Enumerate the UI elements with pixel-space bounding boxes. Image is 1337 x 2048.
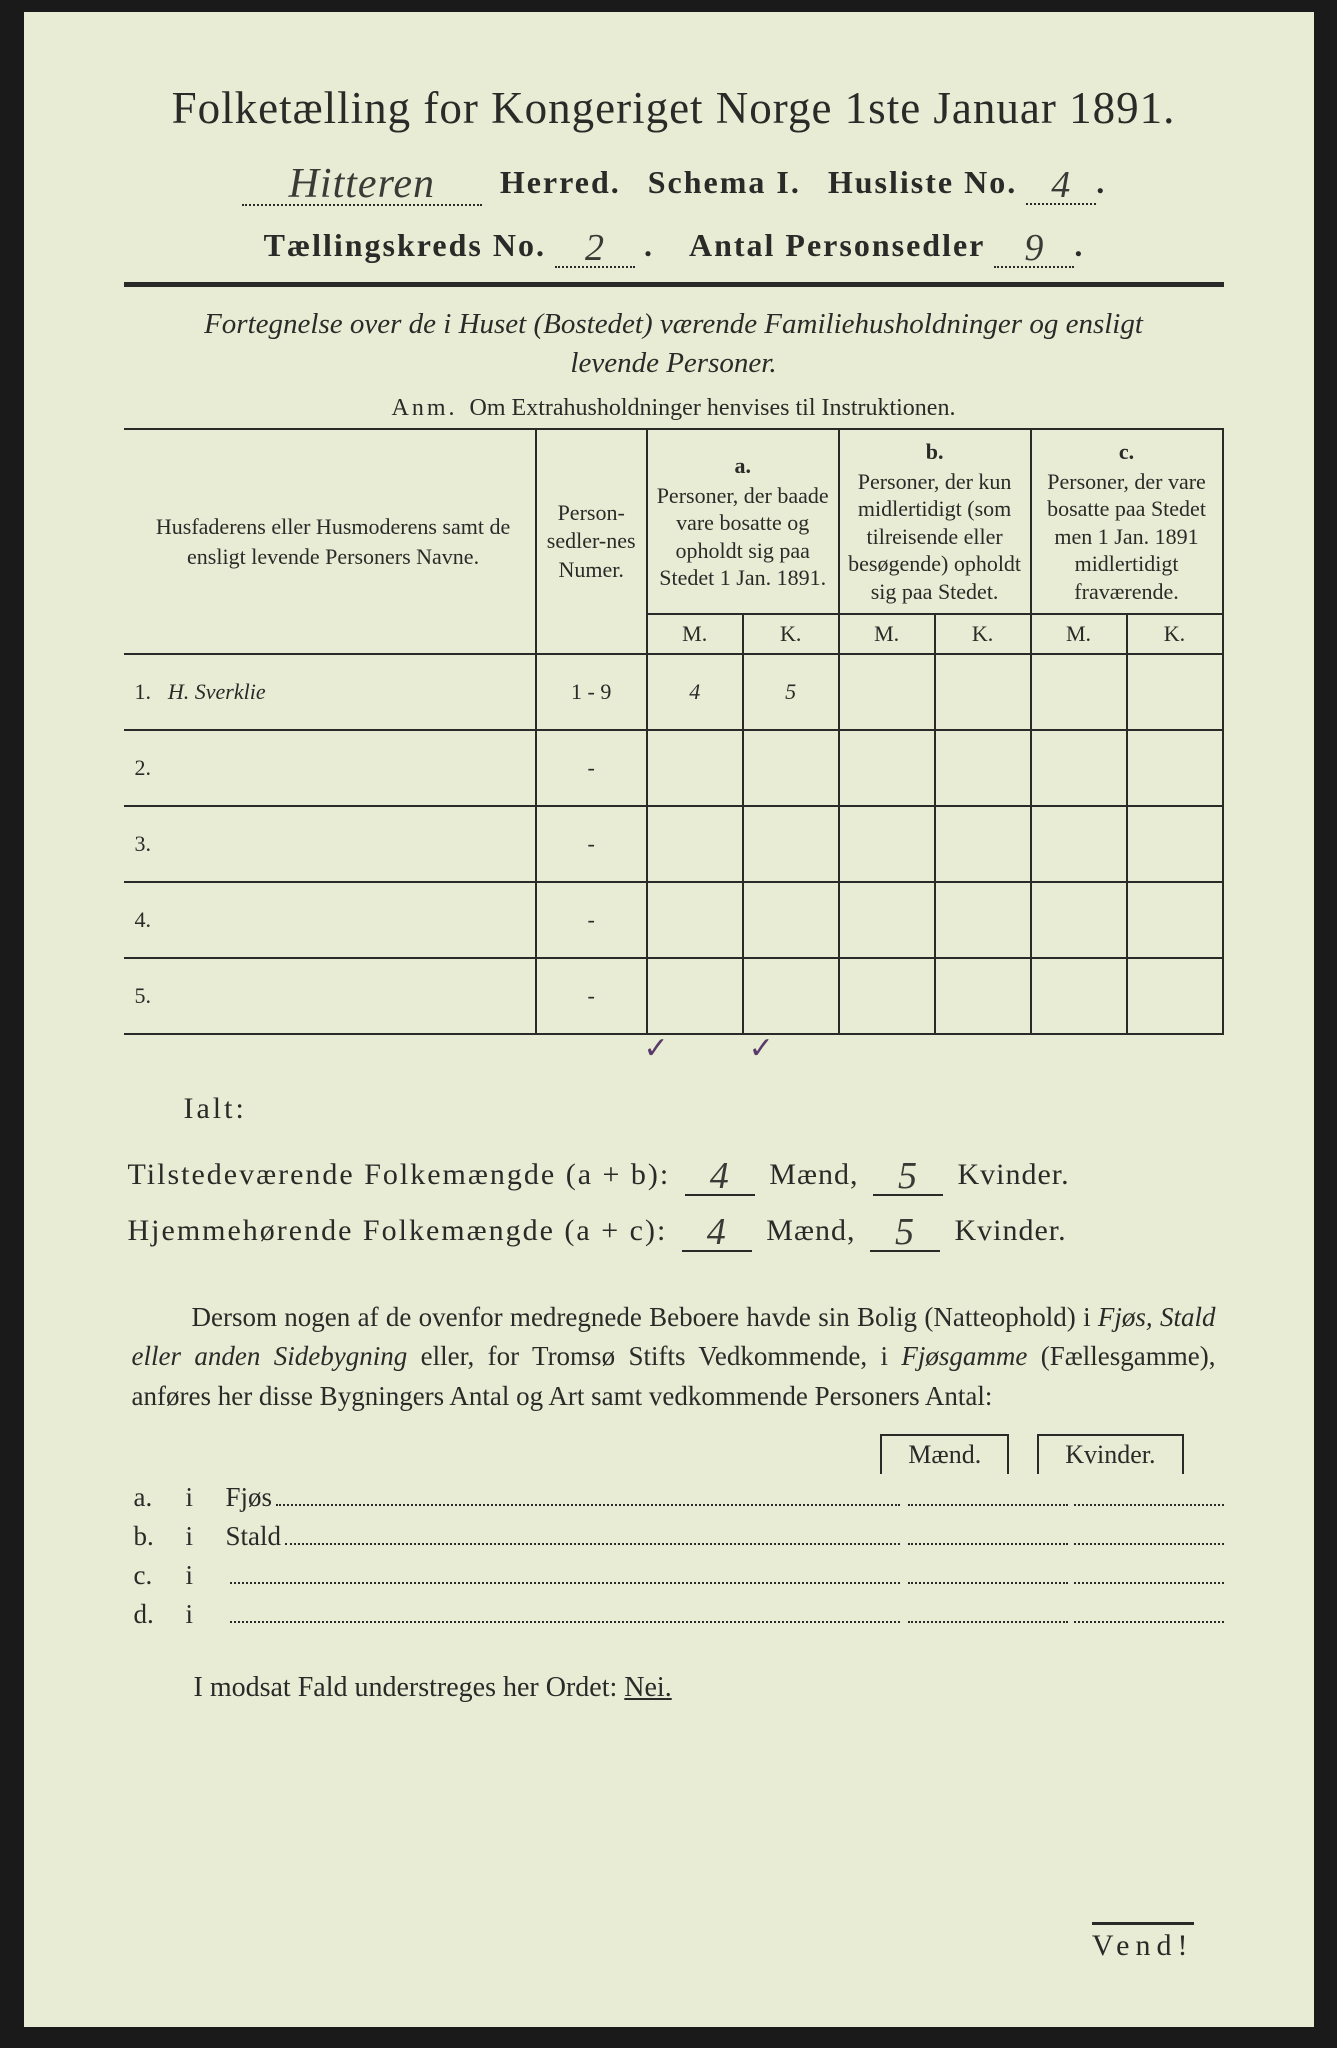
kreds-value: 2 xyxy=(585,226,605,270)
col-a-m: M. xyxy=(647,614,743,654)
schema-label: Schema I. xyxy=(648,164,801,200)
ab-k: 5 xyxy=(898,1154,918,1198)
ialt-block: Ialt: Tilstedeværende Folkemængde (a + b… xyxy=(124,1092,1224,1252)
list-item: d. i xyxy=(134,1599,1224,1630)
header-line-1: Hitteren Herred. Schema I. Husliste No. … xyxy=(124,156,1224,206)
col-header-c: c. Personer, der vare bosatte paa Stedet… xyxy=(1031,429,1223,614)
col-b-k: K. xyxy=(935,614,1031,654)
mk-header: Mænd. Kvinder. xyxy=(124,1434,1184,1474)
husliste-value: 4 xyxy=(1051,163,1071,207)
col-a-k: K. xyxy=(743,614,839,654)
personsedler-value: 9 xyxy=(1024,226,1044,270)
name-cell: H. Sverklie xyxy=(162,654,536,730)
table-row: 4. - xyxy=(124,882,1223,958)
list-item: c. i xyxy=(134,1560,1224,1591)
col-header-a: a. Personer, der baade vare bosatte og o… xyxy=(647,429,839,614)
anm-line: Anm. Om Extrahusholdninger henvises til … xyxy=(124,395,1224,422)
herred-value: Hitteren xyxy=(289,160,435,208)
anm-label: Anm. xyxy=(392,395,458,421)
subtitle: Fortegnelse over de i Huset (Bostedet) v… xyxy=(164,305,1184,383)
ac-k: 5 xyxy=(895,1210,915,1254)
table-row: 2. - xyxy=(124,730,1223,806)
abcd-list: a. i Fjøs b. i Stald c. i d. i xyxy=(134,1482,1224,1630)
herred-label: Herred. xyxy=(500,164,621,200)
census-form-sheet: Folketælling for Kongeriget Norge 1ste J… xyxy=(24,12,1314,2027)
list-item: a. i Fjøs xyxy=(134,1482,1224,1513)
ialt-label: Ialt: xyxy=(184,1092,247,1126)
instruction-paragraph: Dersom nogen af de ovenfor medregnede Be… xyxy=(132,1298,1216,1415)
sum-line-ac: Hjemmehørende Folkemængde (a + c): 4 Mæn… xyxy=(128,1206,1224,1252)
table-row: 3. - xyxy=(124,806,1223,882)
main-table: Husfaderens eller Husmoderens samt de en… xyxy=(124,428,1224,1035)
col-b-m: M. xyxy=(839,614,935,654)
nei-line: I modsat Fald understreges her Ordet: Ne… xyxy=(194,1672,1224,1704)
mk-m: Mænd. xyxy=(880,1434,1009,1474)
husliste-label: Husliste No. xyxy=(828,164,1017,200)
sum-line-ab: Tilstedeværende Folkemængde (a + b): 4 M… xyxy=(128,1150,1224,1196)
page-title: Folketælling for Kongeriget Norge 1ste J… xyxy=(124,82,1224,134)
anm-text: Om Extrahusholdninger henvises til Instr… xyxy=(470,395,956,421)
col-c-k: K. xyxy=(1127,614,1223,654)
rule-1 xyxy=(124,282,1224,287)
table-row: 5. - xyxy=(124,958,1223,1034)
kreds-label: Tællingskreds No. xyxy=(264,227,546,263)
header-line-2: Tællingskreds No. 2 . Antal Personsedler… xyxy=(124,222,1224,268)
nei-word: Nei. xyxy=(624,1672,671,1703)
col-header-names: Husfaderens eller Husmoderens samt de en… xyxy=(124,429,536,654)
col-header-num: Person-sedler-nes Numer. xyxy=(536,429,647,654)
check-marks: ✓✓ xyxy=(644,1031,1224,1066)
mk-k: Kvinder. xyxy=(1037,1434,1183,1474)
ab-m: 4 xyxy=(710,1154,730,1198)
ac-m: 4 xyxy=(707,1210,727,1254)
table-row: 1. H. Sverklie 1 - 9 4 5 xyxy=(124,654,1223,730)
col-c-m: M. xyxy=(1031,614,1127,654)
list-item: b. i Stald xyxy=(134,1521,1224,1552)
col-header-b: b. Personer, der kun midlertidigt (som t… xyxy=(839,429,1031,614)
personsedler-label: Antal Personsedler xyxy=(689,227,985,263)
vend-label: Vend! xyxy=(1092,1922,1194,1963)
